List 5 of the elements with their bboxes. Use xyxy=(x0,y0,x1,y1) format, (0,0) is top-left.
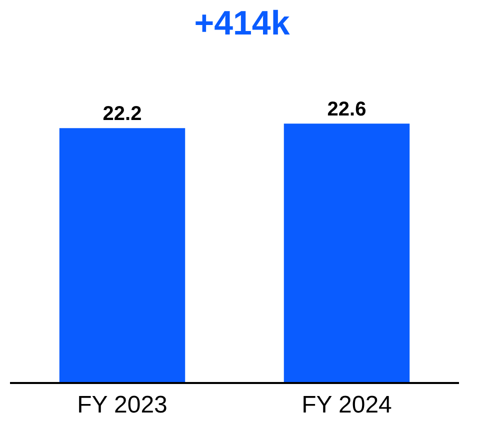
data-label: 22.2 xyxy=(102,103,142,126)
x-tick-label: FY 2023 xyxy=(77,392,168,419)
x-tick-label: FY 2024 xyxy=(302,392,392,419)
data-label: 22.6 xyxy=(327,98,366,121)
chart-title: +414k xyxy=(194,4,290,43)
